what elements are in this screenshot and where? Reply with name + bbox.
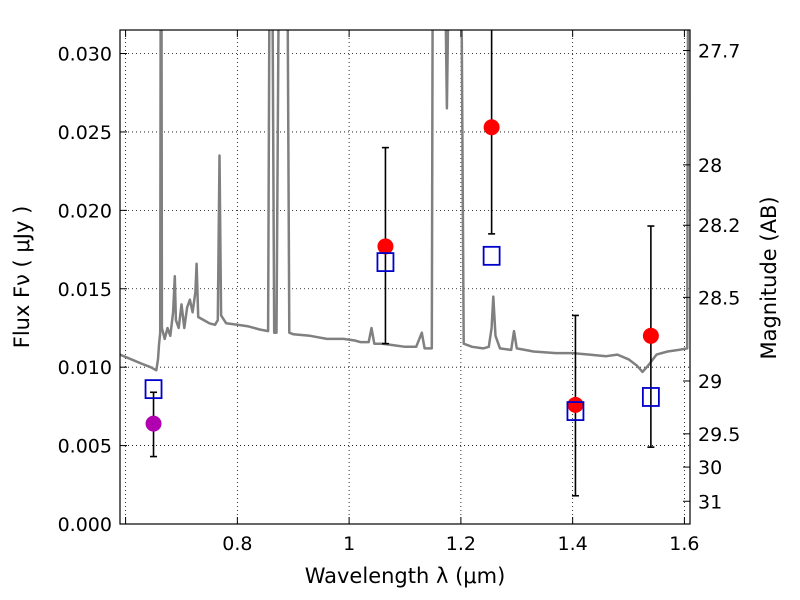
y-tick-label: 0.010 bbox=[58, 357, 112, 379]
y2-tick-label: 28.5 bbox=[698, 287, 740, 309]
model-point bbox=[376, 252, 395, 273]
y2-tick-label: 30 bbox=[698, 457, 722, 479]
x-tick-label: 1.2 bbox=[446, 533, 476, 555]
grid bbox=[120, 30, 690, 525]
x-axis-label: Wavelength λ (μm) bbox=[305, 564, 506, 588]
y-tick-label: 0.005 bbox=[58, 436, 112, 458]
model-point bbox=[482, 245, 501, 266]
data-point bbox=[567, 396, 584, 413]
model-spectrum-line bbox=[120, 30, 690, 374]
model-point bbox=[566, 401, 585, 421]
plot-frame bbox=[119, 29, 691, 525]
x-tick-label: 1.4 bbox=[558, 533, 588, 555]
data-point bbox=[145, 415, 162, 432]
y-tick-label: 0.030 bbox=[58, 44, 112, 66]
y2-tick-label: 27.7 bbox=[698, 41, 740, 63]
model-point bbox=[641, 387, 660, 407]
y2-axis-label: Magnitude (AB) bbox=[757, 196, 781, 359]
x-tick-label: 0.8 bbox=[222, 533, 252, 555]
data-point bbox=[642, 327, 659, 344]
y2-tick-label: 28.2 bbox=[698, 215, 740, 237]
x-tick-label: 1.6 bbox=[669, 533, 699, 555]
y-tick-label: 0.000 bbox=[58, 514, 112, 536]
model-spectrum bbox=[120, 30, 690, 374]
axis-ticks bbox=[120, 30, 690, 525]
y-tick-label: 0.015 bbox=[58, 279, 112, 301]
model-point bbox=[144, 379, 163, 400]
photometry-points bbox=[144, 30, 660, 497]
data-point bbox=[483, 119, 500, 136]
y2-tick-label: 28 bbox=[698, 155, 722, 177]
y-axis-label: Flux Fν ( μJy ) bbox=[10, 206, 34, 349]
y2-tick-label: 29.5 bbox=[698, 424, 740, 446]
y-tick-label: 0.025 bbox=[58, 122, 112, 144]
tick-labels: 0.8 1 1.2 1.4 1.6 0.000 0.005 0.010 0.015 0.020 0.… bbox=[58, 41, 741, 555]
x-tick-label: 1 bbox=[343, 533, 355, 555]
y2-tick-label: 29 bbox=[698, 371, 722, 393]
y-tick-label: 0.020 bbox=[58, 200, 112, 222]
y2-tick-label: 31 bbox=[698, 491, 722, 513]
data-point bbox=[377, 238, 394, 255]
